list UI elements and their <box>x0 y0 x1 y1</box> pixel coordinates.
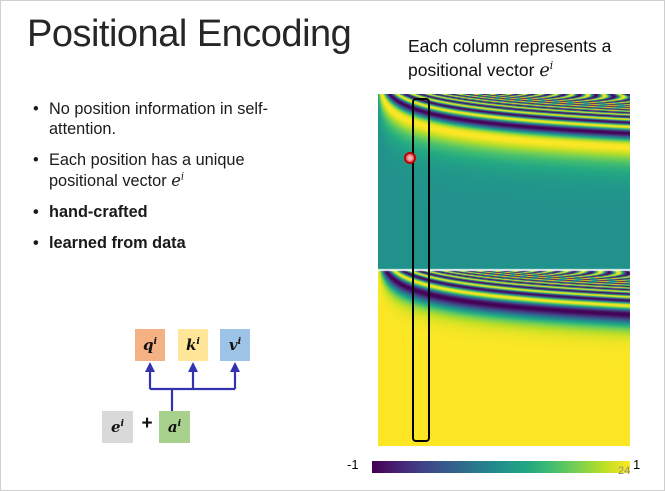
arrow-connectors-icon <box>145 362 240 411</box>
e-vector-box: ei <box>102 411 133 443</box>
bullet-hand-crafted: hand-crafted <box>31 202 293 222</box>
a-vector-box: ai <box>159 411 190 443</box>
e-label: ei <box>110 418 125 436</box>
page-title: Positional Encoding <box>27 13 352 55</box>
q-vector-box: qi <box>135 329 165 361</box>
colorbar-max-label: 1 <box>633 457 641 472</box>
bullet-no-position-info: No position information in self-attentio… <box>31 99 293 139</box>
colorbar-min-label: -1 <box>347 457 359 472</box>
heatmap-caption: Each column represents a positional vect… <box>408 35 664 83</box>
caption-text: Each column represents a positional vect… <box>408 36 612 80</box>
positional-encoding-heatmap <box>378 94 630 446</box>
heatmap-canvas <box>378 94 630 446</box>
q-label: qi <box>142 336 158 354</box>
bullet-math-e-i: ei <box>171 170 185 190</box>
page-number: 24 <box>618 465 631 477</box>
bullet-list: No position information in self-attentio… <box>31 99 293 264</box>
red-marker-dot <box>404 152 416 164</box>
column-highlight-box <box>412 98 430 442</box>
plus-sign: + <box>141 413 153 434</box>
v-label: vi <box>228 336 242 354</box>
k-vector-box: ki <box>178 329 208 361</box>
a-label: ai <box>167 418 182 436</box>
v-vector-box: vi <box>220 329 250 361</box>
colorbar <box>372 461 630 473</box>
caption-math-e-i: ei <box>539 58 554 81</box>
bullet-learned-from-data: learned from data <box>31 233 293 253</box>
bullet-unique-positional-vector: Each position has a unique positional ve… <box>31 150 293 190</box>
k-label: ki <box>186 336 200 354</box>
